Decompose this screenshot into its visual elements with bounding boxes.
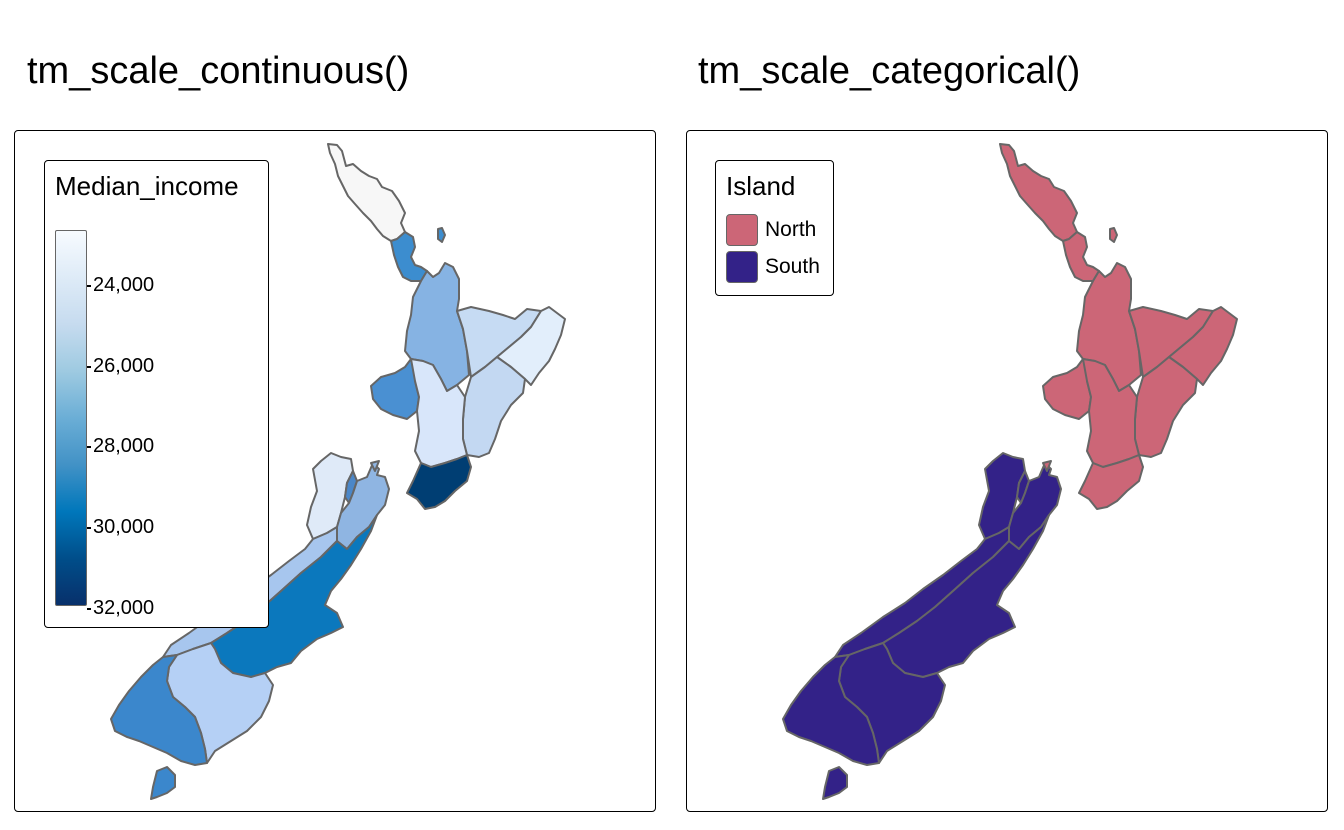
legend-tick-label: 32,000 (93, 597, 155, 619)
region-north-islet (1042, 460, 1052, 472)
region-canterbury (882, 514, 1050, 678)
legend-title: Median_income (55, 171, 239, 201)
region-auckland-island (1109, 227, 1118, 243)
legend-title: Island (726, 171, 796, 201)
legend-tick-label: 30,000 (93, 516, 155, 538)
region-waikato (1076, 262, 1142, 392)
legend-tick-mark (87, 527, 91, 529)
legend-median-income: Median_income 24,000 26,000 28,000 30,00… (44, 160, 269, 628)
region-wellington (406, 454, 472, 510)
legend-label-north: North (765, 218, 817, 241)
legend-tick-label: 26,000 (93, 355, 155, 377)
legend-label-south: South (765, 255, 820, 278)
region-gisborne (496, 306, 566, 386)
region-stewart-island (822, 766, 848, 800)
legend-tick-label: 24,000 (93, 274, 155, 296)
nz-map-categorical (782, 143, 1238, 800)
legend-tick-mark (87, 285, 91, 287)
region-gisborne (1168, 306, 1238, 386)
legend-item-north: North (726, 213, 836, 249)
region-southland (782, 654, 880, 766)
region-southland (110, 654, 208, 766)
region-tasman (306, 452, 354, 540)
region-stewart-island (150, 766, 176, 800)
legend-item-south: South (726, 250, 836, 286)
legend-island: Island North South (715, 160, 834, 296)
map-panel-categorical: Island North South (686, 130, 1328, 812)
map-panel-continuous: Median_income 24,000 26,000 28,000 30,00… (14, 130, 656, 812)
legend-tick-mark (87, 608, 91, 610)
region-auckland-island (437, 227, 446, 243)
legend-swatch-north (726, 214, 758, 246)
region-auckland (1062, 231, 1100, 282)
legend-tick-mark (87, 366, 91, 368)
legend-tick-mark (87, 446, 91, 448)
region-tasman (978, 452, 1026, 540)
region-marlborough-sounds (370, 460, 380, 472)
legend-color-gradient (55, 230, 87, 606)
legend-swatch-south (726, 251, 758, 283)
legend-tick-label: 28,000 (93, 435, 155, 457)
region-northland (999, 143, 1078, 242)
region-waikato (404, 262, 470, 392)
map-title-categorical: tm_scale_categorical() (698, 50, 1081, 92)
region-auckland (390, 231, 428, 282)
region-northland (327, 143, 406, 242)
region-wellington (1078, 454, 1144, 510)
map-title-continuous: tm_scale_continuous() (27, 50, 410, 92)
